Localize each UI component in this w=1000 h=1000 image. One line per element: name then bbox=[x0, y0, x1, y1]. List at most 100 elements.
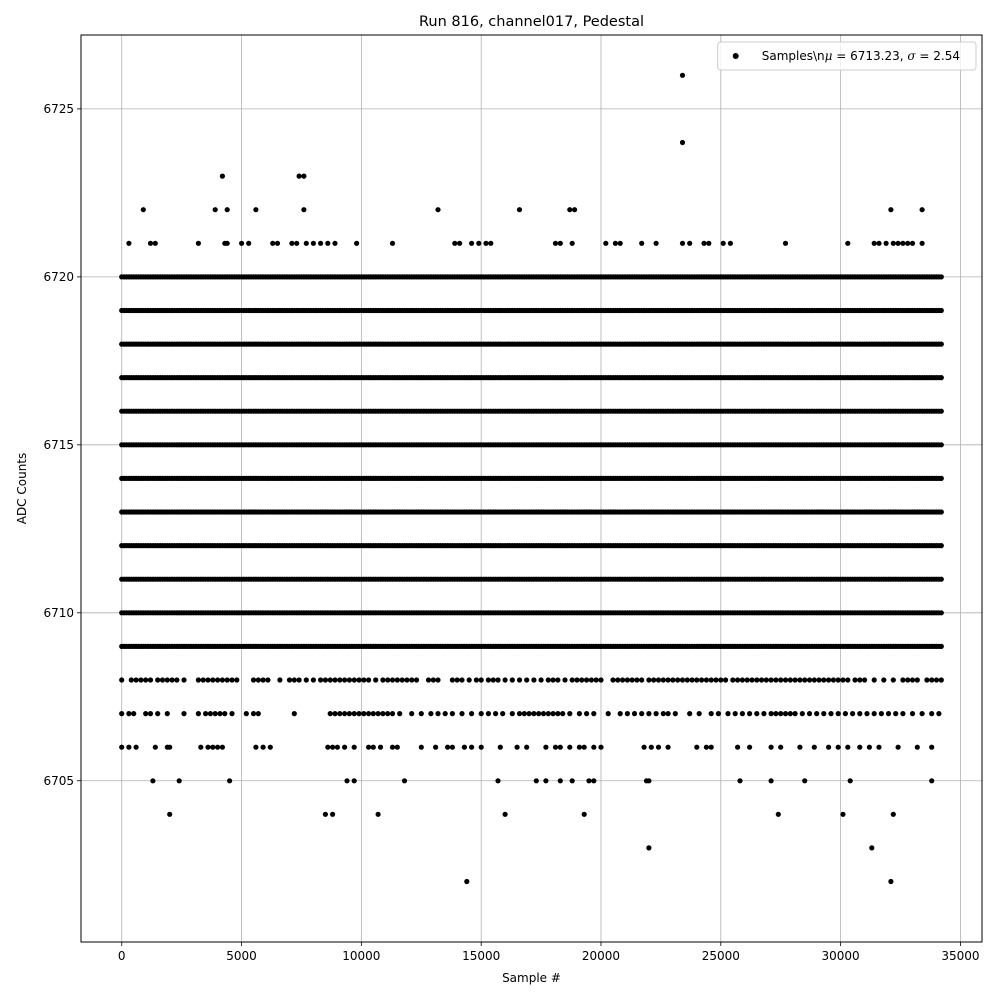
data-point bbox=[679, 240, 686, 246]
data-point bbox=[291, 711, 297, 717]
data-point bbox=[754, 677, 760, 683]
data-point bbox=[675, 677, 681, 683]
data-point bbox=[322, 811, 328, 817]
data-point bbox=[524, 677, 530, 683]
data-point bbox=[569, 778, 575, 784]
data-point bbox=[301, 207, 307, 213]
data-point bbox=[380, 711, 386, 717]
data-point bbox=[126, 711, 132, 717]
data-point bbox=[938, 475, 944, 481]
data-point bbox=[811, 744, 817, 750]
data-point bbox=[521, 711, 527, 717]
data-point bbox=[325, 744, 331, 750]
data-point bbox=[924, 677, 930, 683]
data-point bbox=[294, 240, 300, 246]
data-point bbox=[725, 711, 731, 717]
data-point bbox=[399, 677, 405, 683]
legend-mu-value: = 6713.23, bbox=[832, 49, 907, 63]
data-point bbox=[775, 811, 781, 817]
data-point bbox=[845, 744, 851, 750]
data-point bbox=[715, 711, 722, 717]
data-point bbox=[325, 240, 331, 246]
data-point bbox=[562, 677, 568, 683]
data-point bbox=[418, 744, 424, 750]
data-point bbox=[890, 811, 896, 817]
data-point bbox=[435, 677, 441, 683]
data-point bbox=[133, 744, 139, 750]
data-point bbox=[227, 778, 233, 784]
data-point bbox=[598, 677, 604, 683]
data-point bbox=[260, 744, 266, 750]
data-point bbox=[291, 677, 297, 683]
data-point bbox=[452, 240, 458, 246]
data-point bbox=[869, 845, 875, 851]
data-point bbox=[579, 677, 585, 683]
data-point bbox=[572, 207, 578, 213]
data-point bbox=[155, 677, 161, 683]
data-point bbox=[370, 711, 376, 717]
data-point bbox=[346, 711, 352, 717]
data-point bbox=[473, 677, 479, 683]
data-point bbox=[516, 207, 523, 213]
data-point bbox=[792, 677, 798, 683]
data-point bbox=[351, 778, 357, 784]
data-point bbox=[591, 778, 597, 784]
data-point bbox=[763, 677, 769, 683]
data-point bbox=[428, 711, 434, 717]
chart-title: Run 816, channel017, Pedestal bbox=[419, 14, 644, 30]
data-point bbox=[567, 744, 573, 750]
data-point bbox=[478, 711, 484, 717]
data-point bbox=[938, 509, 944, 515]
data-point bbox=[445, 744, 451, 750]
data-point bbox=[555, 677, 561, 683]
data-point bbox=[660, 711, 666, 717]
data-point bbox=[730, 677, 736, 683]
data-point bbox=[806, 711, 813, 717]
data-point bbox=[205, 744, 211, 750]
data-point bbox=[540, 711, 547, 717]
data-point bbox=[430, 677, 436, 683]
data-point bbox=[651, 677, 657, 683]
data-point bbox=[147, 677, 154, 683]
data-point bbox=[260, 677, 266, 683]
data-point bbox=[361, 711, 367, 717]
data-point bbox=[655, 677, 662, 683]
data-point bbox=[140, 207, 146, 213]
data-point bbox=[646, 778, 652, 784]
data-point bbox=[270, 240, 276, 246]
data-point bbox=[435, 207, 441, 213]
data-point bbox=[612, 240, 619, 246]
data-point bbox=[469, 240, 475, 246]
data-point bbox=[778, 744, 784, 750]
data-point bbox=[723, 677, 729, 683]
data-point bbox=[394, 744, 400, 750]
data-point bbox=[905, 240, 911, 246]
data-point bbox=[267, 744, 273, 750]
data-point bbox=[835, 677, 841, 683]
data-point bbox=[687, 240, 693, 246]
data-point bbox=[215, 744, 221, 750]
data-point bbox=[660, 677, 666, 683]
data-point bbox=[332, 711, 338, 717]
data-point bbox=[672, 711, 678, 717]
data-point bbox=[727, 240, 734, 246]
data-point bbox=[569, 677, 575, 683]
data-point bbox=[557, 240, 563, 246]
data-point bbox=[531, 677, 537, 683]
data-point bbox=[277, 677, 283, 683]
data-point bbox=[929, 711, 935, 717]
data-point bbox=[557, 778, 563, 784]
data-point bbox=[181, 677, 187, 683]
data-point bbox=[830, 677, 837, 683]
data-point bbox=[845, 677, 851, 683]
data-point bbox=[768, 677, 774, 683]
data-point bbox=[219, 744, 225, 750]
data-point bbox=[212, 711, 218, 717]
data-point bbox=[334, 744, 340, 750]
data-point bbox=[802, 778, 808, 784]
data-point bbox=[576, 744, 583, 750]
data-point bbox=[893, 711, 899, 717]
data-points bbox=[119, 72, 944, 885]
data-point bbox=[483, 240, 489, 246]
